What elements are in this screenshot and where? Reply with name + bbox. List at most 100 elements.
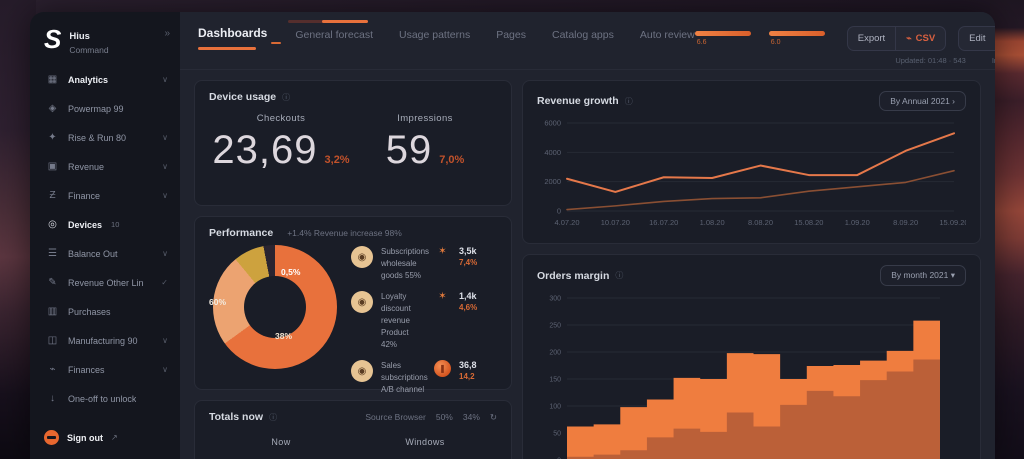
- svg-text:4000: 4000: [544, 148, 561, 157]
- svg-text:15.08.20: 15.08.20: [794, 218, 823, 227]
- svg-text:6000: 6000: [544, 119, 561, 128]
- revenue-lines-icon: ✎: [48, 277, 57, 288]
- sidebar-item-label: Rise & Run 80: [68, 132, 127, 143]
- sidebar-item[interactable]: ▣ Revenue ∨: [30, 152, 180, 181]
- info-icon[interactable]: ⓘ: [615, 271, 624, 280]
- orders-margin-card: Orders margin ⓘ By month 2021 ▾ 0 50 100 15…: [522, 254, 981, 459]
- edit-button[interactable]: Edit: [959, 27, 995, 50]
- csv-label: CSV: [915, 33, 936, 44]
- svg-text:4.07.20: 4.07.20: [554, 218, 579, 227]
- sidebar-item[interactable]: ◎ Devices 10: [30, 210, 180, 239]
- revenue-period-dropdown[interactable]: By Annual 2021 ›: [879, 91, 966, 111]
- sidebar-item[interactable]: ▥ Purchases: [30, 297, 180, 326]
- donut-label: 38%: [275, 331, 293, 341]
- legend-avatar-icon: ◉: [351, 291, 373, 313]
- sidebar-item-label: Analytics: [68, 74, 109, 85]
- finances-icon: ⌁: [49, 364, 56, 375]
- sidebar-item[interactable]: ▦ Analytics ∨: [30, 65, 180, 94]
- info-icon[interactable]: ⓘ: [624, 96, 633, 106]
- nav-tab[interactable]: Pages: [496, 29, 526, 41]
- sidebar-item[interactable]: ◫ Manufacturing 90 ∨: [30, 326, 180, 355]
- metric-value: 59: [385, 128, 433, 172]
- totals-card: Totals now ⓘ Source Browser 50% 34% ↻: [194, 400, 512, 459]
- nav-tab[interactable]: Usage patterns: [398, 29, 471, 41]
- svg-text:0: 0: [557, 458, 561, 459]
- metric-value: 23,69: [212, 128, 318, 172]
- sidebar-menu: ▦ Analytics ∨ ◈ Powermap 99 ✦ Rise & Run…: [30, 65, 180, 413]
- svg-text:300: 300: [549, 296, 561, 303]
- totals-value: 29: [353, 453, 497, 459]
- legend-value: 1,4k: [459, 291, 477, 301]
- sidebar-header: S Hius Command »: [30, 24, 180, 65]
- svg-text:15.09.20: 15.09.20: [939, 218, 966, 227]
- orders-period-dropdown[interactable]: By month 2021 ▾: [880, 265, 966, 286]
- svg-text:250: 250: [549, 323, 561, 330]
- export-csv-button[interactable]: ⌁ CSV: [895, 27, 945, 50]
- rise-run-icon: ✦: [48, 132, 57, 143]
- nav-tabs: General forecast Usage patterns Pages Ca…: [295, 20, 695, 41]
- svg-text:50: 50: [553, 431, 561, 438]
- analytics-icon: ▦: [47, 74, 58, 85]
- sidebar-item-label: Powermap 99: [68, 103, 124, 114]
- sidebar-item[interactable]: ↓ One-off to unlock: [30, 384, 180, 413]
- logout-icon: [44, 430, 59, 445]
- status-bar: Updated: 01:48 · 543 Import 66: [895, 56, 995, 65]
- refresh-icon[interactable]: ↻: [489, 411, 497, 422]
- info-icon[interactable]: ⓘ: [269, 412, 278, 422]
- balance-icon: ☰: [48, 248, 57, 259]
- info-icon[interactable]: ⓘ: [282, 92, 291, 102]
- revenue-growth-card: Revenue growth ⓘ By Annual 2021 › 0 2000 4…: [522, 80, 981, 244]
- collapse-sidebar-icon[interactable]: »: [164, 28, 170, 39]
- sidebar-item[interactable]: ✎ Revenue Other Lines ✓: [30, 268, 180, 297]
- performance-donut-chart: 0,5% 60% 38%: [209, 245, 337, 369]
- tab-dashboards[interactable]: Dashboards: [198, 26, 282, 52]
- legend-subvalue: 4,6%: [459, 303, 478, 312]
- header-gauges: 6.6 6.0: [694, 31, 825, 46]
- totals-label: Windows: [405, 437, 445, 447]
- gauge-value: 6.0: [770, 39, 781, 46]
- product-name: Hius: [69, 31, 90, 42]
- card-title: Totals now: [209, 411, 264, 423]
- flame-icon: ❚: [434, 360, 451, 377]
- devices-icon: ◎: [48, 219, 57, 230]
- totals-meta-mid: 50%: [435, 412, 453, 422]
- svg-text:200: 200: [549, 350, 561, 357]
- sidebar-item[interactable]: ✦ Rise & Run 80 ∨: [30, 123, 180, 152]
- sidebar-item[interactable]: Ƶ Finance ∨: [30, 181, 180, 210]
- svg-text:150: 150: [549, 377, 561, 384]
- card-title: Device usage: [209, 91, 277, 103]
- bolt-icon: ⌁: [906, 33, 912, 43]
- sidebar-item[interactable]: ☰ Balance Out ∨: [30, 239, 180, 268]
- totals-value: 34: [209, 453, 353, 459]
- svg-text:16.07.20: 16.07.20: [649, 218, 678, 227]
- card-title: Orders margin: [537, 269, 610, 282]
- nav-tab[interactable]: Auto review: [639, 29, 695, 41]
- chevron-down-icon: ∨: [162, 249, 168, 258]
- card-title: Performance: [209, 227, 274, 239]
- export-button[interactable]: Export: [848, 27, 895, 50]
- edit-button-group: Edit ↻: [958, 26, 995, 51]
- svg-text:8.09.20: 8.09.20: [893, 218, 918, 227]
- sidebar-item-label: Finance: [68, 190, 101, 201]
- gauge-bar: [694, 31, 751, 36]
- performance-card: Performance +1.4% Revenue increase 98% 0…: [194, 216, 512, 394]
- header-gauge: 6.6: [694, 31, 751, 46]
- legend-value: 36,8: [459, 360, 477, 370]
- svg-text:10.07.20: 10.07.20: [601, 218, 630, 227]
- chevron-down-icon: ∨: [162, 365, 168, 374]
- nav-tab[interactable]: General forecast: [295, 20, 373, 41]
- sidebar: S Hius Command » ▦ Analytics ∨ ◈ Powerma…: [30, 12, 180, 459]
- svg-text:1.08.20: 1.08.20: [700, 218, 725, 227]
- sidebar-item-label: Revenue Other Lines: [68, 277, 144, 288]
- sidebar-item[interactable]: ⌁ Finances ∨: [30, 355, 180, 384]
- header-gauge: 6.0: [768, 31, 825, 46]
- sidebar-item-badge: 10: [111, 220, 120, 229]
- totals-meta-right: 34%: [462, 412, 480, 422]
- status-import: Import 66: [991, 56, 995, 65]
- chevron-down-icon: ∨: [162, 162, 168, 171]
- legend-label: Loyalty discount revenue Product 42%: [381, 292, 411, 349]
- sidebar-item[interactable]: ◈ Powermap 99: [30, 94, 180, 123]
- nav-tab[interactable]: Catalog apps: [551, 29, 614, 41]
- sidebar-item-signout[interactable]: Sign out ↗: [30, 430, 180, 449]
- purchases-icon: ▥: [47, 306, 58, 317]
